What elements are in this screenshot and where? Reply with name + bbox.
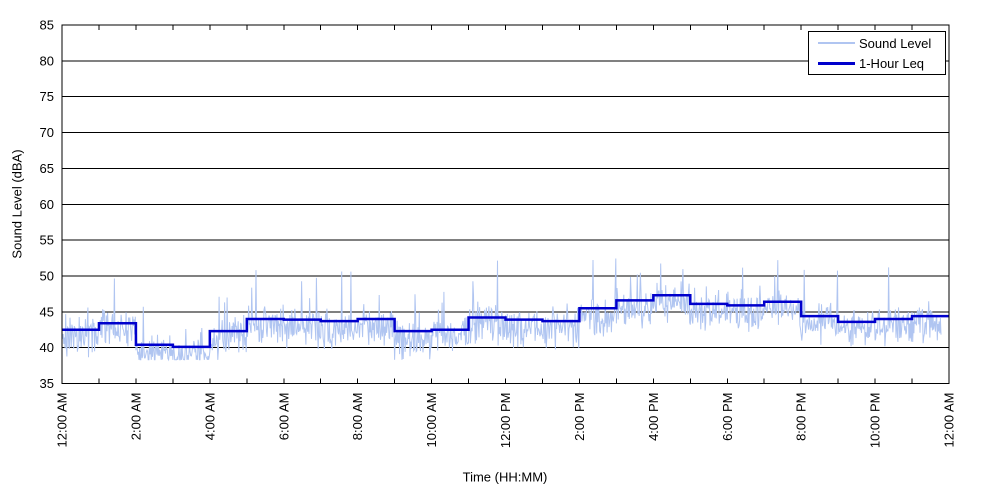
svg-text:40: 40 <box>40 340 54 355</box>
x-tick-labels: 12:00 AM 2:00 AM 4:00 AM 6:00 AM 8:00 AM 10:0… <box>55 393 957 449</box>
svg-text:8:00 AM: 8:00 AM <box>350 393 365 441</box>
svg-text:50: 50 <box>40 268 54 283</box>
svg-text:80: 80 <box>40 53 54 68</box>
svg-text:45: 45 <box>40 304 54 319</box>
svg-text:6:00 PM: 6:00 PM <box>720 393 735 441</box>
svg-text:75: 75 <box>40 89 54 104</box>
sound-level-series <box>61 258 942 362</box>
sound-level-line-swatch <box>818 42 855 44</box>
svg-text:8:00 PM: 8:00 PM <box>794 393 809 441</box>
leq-series <box>62 294 949 349</box>
svg-text:35: 35 <box>40 376 54 391</box>
svg-text:10:00 PM: 10:00 PM <box>868 393 883 449</box>
svg-text:60: 60 <box>40 197 54 212</box>
gridlines <box>62 60 949 349</box>
svg-text:6:00 AM: 6:00 AM <box>276 393 291 441</box>
svg-text:10:00 AM: 10:00 AM <box>424 393 439 448</box>
y-axis-title: Sound Level (dBA) <box>9 149 25 259</box>
svg-text:12:00 AM: 12:00 AM <box>942 393 957 448</box>
svg-text:4:00 PM: 4:00 PM <box>646 393 661 441</box>
legend-label-leq: 1-Hour Leq <box>859 55 925 71</box>
svg-text:65: 65 <box>40 161 54 176</box>
svg-text:12:00 PM: 12:00 PM <box>498 393 513 449</box>
chart-legend: Sound Level 1-Hour Leq <box>808 31 946 75</box>
svg-text:12:00 AM: 12:00 AM <box>55 393 70 448</box>
plot-border <box>61 24 950 384</box>
svg-text:55: 55 <box>40 233 54 248</box>
legend-item-leq: 1-Hour Leq <box>818 54 945 72</box>
svg-text:4:00 AM: 4:00 AM <box>202 393 217 441</box>
svg-text:70: 70 <box>40 125 54 140</box>
y-tick-labels: 35 40 45 50 55 60 65 70 75 80 85 <box>40 18 54 392</box>
svg-text:2:00 PM: 2:00 PM <box>572 393 587 441</box>
legend-item-sound-level: Sound Level <box>818 34 945 52</box>
x-axis-title: Time (HH:MM) <box>462 469 548 485</box>
svg-text:85: 85 <box>40 18 54 33</box>
svg-text:2:00 AM: 2:00 AM <box>128 393 143 441</box>
legend-label-sound-level: Sound Level <box>859 35 932 51</box>
leq-line-swatch <box>818 61 855 65</box>
